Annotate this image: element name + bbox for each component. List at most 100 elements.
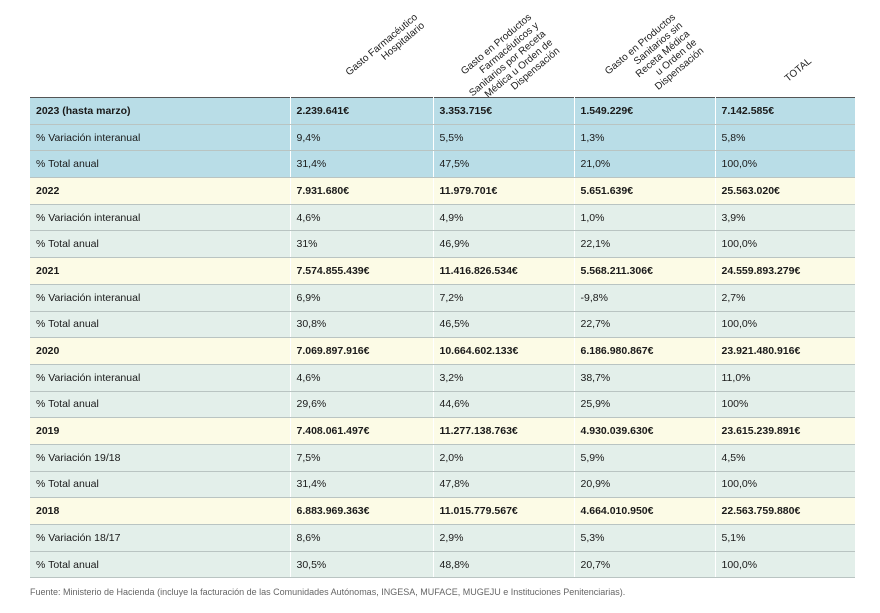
cell: 3.353.715€ [432, 97, 574, 125]
cell: 100,0% [714, 471, 855, 499]
cell: 22.563.759.880€ [714, 497, 855, 525]
cell: 100,0% [714, 551, 855, 579]
cell: 5.651.639€ [573, 177, 715, 205]
cell: 7.574.855.439€ [289, 257, 433, 285]
cell: 7.142.585€ [714, 97, 855, 125]
cell: 38,7% [573, 364, 715, 392]
cell: 4.664.010.950€ [573, 497, 715, 525]
cell: 11,0% [714, 364, 855, 392]
row-label: % Total anual [30, 471, 290, 499]
cell: 20,7% [573, 551, 715, 579]
cell: 47,5% [432, 150, 574, 179]
year-row: 2022 7.931.680€ 11.979.701€ 5.651.639€ 25.56… [30, 177, 855, 205]
cell: 31,4% [289, 150, 433, 179]
year-row: 2019 7.408.061.497€ 11.277.138.763€ 4.930.0… [30, 417, 855, 445]
cell: 20,9% [573, 471, 715, 499]
cell: 25,9% [573, 391, 715, 419]
cell: 31% [289, 230, 433, 259]
cell: 11.979.701€ [432, 177, 574, 205]
cell: 4,6% [289, 364, 433, 392]
row-label: 2021 [30, 257, 290, 285]
header-line: Gasto Farmacéutico [344, 12, 420, 79]
detail-row: % Variación interanual 9,4% 5,5% 1,3% 5,8% [30, 124, 855, 152]
row-label: 2022 [30, 177, 290, 205]
cell: 2,0% [432, 444, 574, 472]
cell: 23.615.239.891€ [714, 417, 855, 445]
year-row: 2018 6.883.969.363€ 11.015.779.567€ 4.664.0… [30, 497, 855, 525]
cell: 47,8% [432, 471, 574, 499]
cell: 100% [714, 391, 855, 419]
cell: 1,3% [573, 124, 715, 152]
detail-row: % Total anual 30,5% 48,8% 20,7% 100,0% [30, 551, 855, 579]
cell: 44,6% [432, 391, 574, 419]
data-table: 2023 (hasta marzo) 2.239.641€ 3.353.715€ 1.… [30, 97, 855, 579]
row-label: 2020 [30, 337, 290, 365]
detail-row: % Total anual 29,6% 44,6% 25,9% 100% [30, 391, 855, 419]
cell: 2,9% [432, 524, 574, 552]
cell: 22,1% [573, 230, 715, 259]
cell: 5,5% [432, 124, 574, 152]
cell: 4,6% [289, 204, 433, 232]
detail-row: % Variación interanual 4,6% 4,9% 1,0% 3,9% [30, 204, 855, 232]
row-label: % Total anual [30, 311, 290, 339]
cell: 100,0% [714, 230, 855, 259]
cell: 4,9% [432, 204, 574, 232]
cell: 7,5% [289, 444, 433, 472]
cell: 23.921.480.916€ [714, 337, 855, 365]
cell: 10.664.602.133€ [432, 337, 574, 365]
detail-row: % Variación interanual 4,6% 3,2% 38,7% 11,0% [30, 364, 855, 392]
cell: 7.931.680€ [289, 177, 433, 205]
row-label: % Total anual [30, 230, 290, 259]
row-label: % Variación interanual [30, 204, 290, 232]
row-label: % Total anual [30, 150, 290, 179]
cell: 3,9% [714, 204, 855, 232]
row-label: % Total anual [30, 551, 290, 579]
row-label: % Variación interanual [30, 284, 290, 312]
cell: 100,0% [714, 311, 855, 339]
cell: 30,8% [289, 311, 433, 339]
cell: 11.277.138.763€ [432, 417, 574, 445]
row-label: 2018 [30, 497, 290, 525]
cell: 29,6% [289, 391, 433, 419]
cell: 22,7% [573, 311, 715, 339]
cell: 5,9% [573, 444, 715, 472]
detail-row: % Total anual 31,4% 47,8% 20,9% 100,0% [30, 471, 855, 499]
cell: 3,2% [432, 364, 574, 392]
cell: 46,5% [432, 311, 574, 339]
row-label: % Total anual [30, 391, 290, 419]
cell: 1,0% [573, 204, 715, 232]
detail-row: % Variación interanual 6,9% 7,2% -9,8% 2,7% [30, 284, 855, 312]
year-row: 2021 7.574.855.439€ 11.416.826.534€ 5.568.2… [30, 257, 855, 285]
cell: 2.239.641€ [289, 97, 433, 125]
cell: 1.549.229€ [573, 97, 715, 125]
cell: 5.568.211.306€ [573, 257, 715, 285]
cell: 46,9% [432, 230, 574, 259]
cell: 2,7% [714, 284, 855, 312]
detail-row: % Total anual 31,4% 47,5% 21,0% 100,0% [30, 150, 855, 179]
cell: 48,8% [432, 551, 574, 579]
cell: 21,0% [573, 150, 715, 179]
detail-row: % Variación 18/17 8,6% 2,9% 5,3% 5,1% [30, 524, 855, 552]
cell: 100,0% [714, 150, 855, 179]
cell: 4.930.039.630€ [573, 417, 715, 445]
source-note: Fuente: Ministerio de Hacienda (incluye … [30, 587, 626, 597]
row-label: % Variación 18/17 [30, 524, 290, 552]
cell: 7,2% [432, 284, 574, 312]
detail-row: % Total anual 30,8% 46,5% 22,7% 100,0% [30, 311, 855, 339]
detail-row: % Total anual 31% 46,9% 22,1% 100,0% [30, 230, 855, 259]
row-label: 2023 (hasta marzo) [30, 97, 290, 125]
cell: 5,3% [573, 524, 715, 552]
cell: 5,1% [714, 524, 855, 552]
cell: 4,5% [714, 444, 855, 472]
cell: 11.015.779.567€ [432, 497, 574, 525]
cell: 24.559.893.279€ [714, 257, 855, 285]
cell: 31,4% [289, 471, 433, 499]
cell: 6.883.969.363€ [289, 497, 433, 525]
cell: 6.186.980.867€ [573, 337, 715, 365]
header-line: TOTAL [783, 56, 814, 85]
